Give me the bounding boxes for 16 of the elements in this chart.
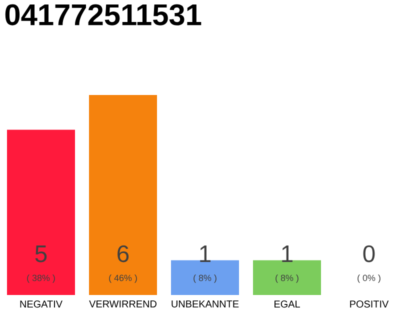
x-tick-label: NEGATIV: [20, 300, 62, 308]
data-label: ( 8% ): [194, 274, 216, 283]
x-tick-label: EGAL: [274, 300, 300, 308]
data-label: ( 46% ): [109, 274, 137, 283]
x-tick-label: VERWIRREND: [89, 300, 156, 308]
data-label: ( 8% ): [276, 274, 298, 283]
annotation: 6: [118, 245, 129, 262]
annotation: 1: [282, 246, 292, 262]
x-tick-label: UNBEKANNTE: [172, 300, 239, 308]
data-label: ( 38% ): [27, 274, 55, 283]
chart-title: 041772511531: [5, 4, 202, 26]
annotation: 0: [363, 245, 375, 262]
x-tick-label: POSITIV: [350, 300, 389, 308]
annotation: 1: [200, 246, 210, 262]
data-label: ( 0% ): [358, 274, 380, 283]
annotation: 5: [35, 246, 47, 262]
